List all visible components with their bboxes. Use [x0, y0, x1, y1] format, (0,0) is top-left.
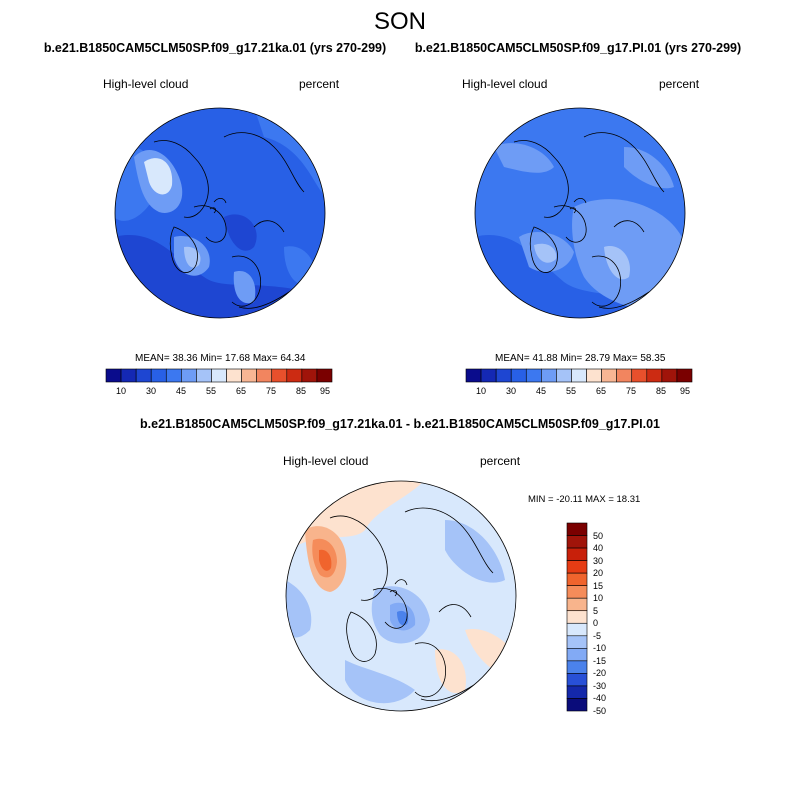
colorbar-swatch [301, 368, 318, 383]
panel-right-map [474, 107, 686, 319]
colorbar-swatch [316, 368, 333, 383]
colorbar-swatch [525, 368, 542, 383]
colorbar-swatch [556, 368, 572, 383]
colorbar-swatch [105, 368, 122, 383]
colorbar-tick: 45 [175, 386, 187, 396]
colorbar-swatch [676, 368, 693, 383]
colorbar-tick: 95 [679, 386, 691, 396]
colorbar-tick: -50 [593, 705, 607, 716]
colorbar-swatch [495, 368, 512, 383]
diff-panel-colorbar [566, 522, 588, 712]
panel-right-colorbar [465, 368, 693, 383]
colorbar-swatch [211, 368, 227, 383]
colorbar-swatch [571, 368, 587, 383]
diff-panel-units: percent [480, 454, 521, 468]
colorbar-tick: 10 [115, 386, 127, 396]
colorbar-swatch [601, 368, 617, 383]
colorbar-tick: 65 [595, 386, 607, 396]
colorbar-tick: 45 [535, 386, 547, 396]
colorbar-tick: -15 [593, 655, 607, 666]
colorbar-tick: -20 [593, 668, 607, 678]
colorbar-tick: 40 [593, 543, 604, 553]
colorbar-swatch [510, 368, 527, 383]
colorbar-swatch [661, 368, 678, 383]
colorbar-tick: 75 [625, 386, 637, 396]
panel-left-title: b.e21.B1850CAM5CLM50SP.f09_g17.21ka.01 (… [43, 41, 387, 55]
panel-right-variable: High-level cloud [462, 77, 548, 91]
colorbar-tick: 10 [475, 386, 487, 396]
colorbar-swatch [566, 698, 588, 712]
colorbar-swatch [541, 368, 557, 383]
colorbar-tick: 30 [145, 386, 157, 396]
colorbar-swatch [616, 368, 633, 383]
colorbar-tick: 20 [593, 568, 604, 578]
colorbar-swatch [646, 368, 663, 383]
colorbar-tick: -10 [593, 643, 607, 653]
colorbar-tick: 85 [295, 386, 307, 396]
panel-right-units: percent [659, 77, 700, 91]
diff-panel-stats: MIN = -20.11 MAX = 18.31 [528, 494, 641, 505]
colorbar-swatch [226, 368, 242, 383]
colorbar-swatch [165, 368, 182, 383]
colorbar-tick: -40 [593, 693, 607, 703]
diff-panel-title: b.e21.B1850CAM5CLM50SP.f09_g17.21ka.01 -… [140, 417, 660, 431]
panel-left-stats: MEAN= 38.36 Min= 17.68 Max= 64.34 [135, 353, 306, 364]
colorbar-tick: 15 [593, 580, 604, 591]
colorbar-tick: 75 [265, 386, 277, 396]
diff-panel-variable: High-level cloud [283, 454, 369, 468]
colorbar-swatch [631, 368, 648, 383]
colorbar-swatch [120, 368, 137, 383]
diff-panel-colorbar-ticks: 50 40 30 20 15 10 5 0 -5 -10 -15 -20 -30… [567, 523, 627, 716]
colorbar-tick: 65 [235, 386, 247, 396]
colorbar-tick: 30 [593, 555, 604, 566]
panel-left-map [114, 107, 326, 319]
panel-left-variable: High-level cloud [103, 77, 189, 91]
panel-right-colorbar-ticks: 10 30 45 55 65 75 85 95 [466, 386, 692, 398]
colorbar-tick: 85 [655, 386, 667, 396]
colorbar-tick: 30 [505, 386, 517, 396]
colorbar-tick: 55 [565, 386, 577, 396]
colorbar-tick: -5 [593, 630, 602, 641]
colorbar-swatch [135, 368, 152, 383]
colorbar-swatch [465, 368, 482, 383]
colorbar-swatch [150, 368, 167, 383]
panel-left-units: percent [299, 77, 340, 91]
colorbar-swatch [586, 368, 602, 383]
colorbar-tick: 50 [593, 530, 604, 541]
colorbar-swatch [196, 368, 212, 383]
diff-panel-map [285, 480, 517, 712]
colorbar-swatch [271, 368, 288, 383]
colorbar-tick: -30 [593, 680, 607, 691]
panel-left-colorbar [105, 368, 333, 383]
panel-right-stats: MEAN= 41.88 Min= 28.79 Max= 58.35 [495, 353, 666, 364]
colorbar-tick: 0 [593, 618, 599, 628]
colorbar-tick: 5 [593, 605, 599, 616]
colorbar-swatch [181, 368, 197, 383]
figure-title: SON [373, 8, 426, 35]
colorbar-tick: 10 [593, 593, 604, 603]
colorbar-swatch [241, 368, 257, 383]
colorbar-swatch [480, 368, 497, 383]
colorbar-swatch [256, 368, 273, 383]
panel-right-title: b.e21.B1850CAM5CLM50SP.f09_g17.PI.01 (yr… [414, 41, 742, 55]
colorbar-tick: 55 [205, 386, 217, 396]
colorbar-swatch [286, 368, 303, 383]
colorbar-tick: 95 [319, 386, 331, 396]
panel-left-colorbar-ticks: 10 30 45 55 65 75 85 95 [106, 386, 332, 398]
